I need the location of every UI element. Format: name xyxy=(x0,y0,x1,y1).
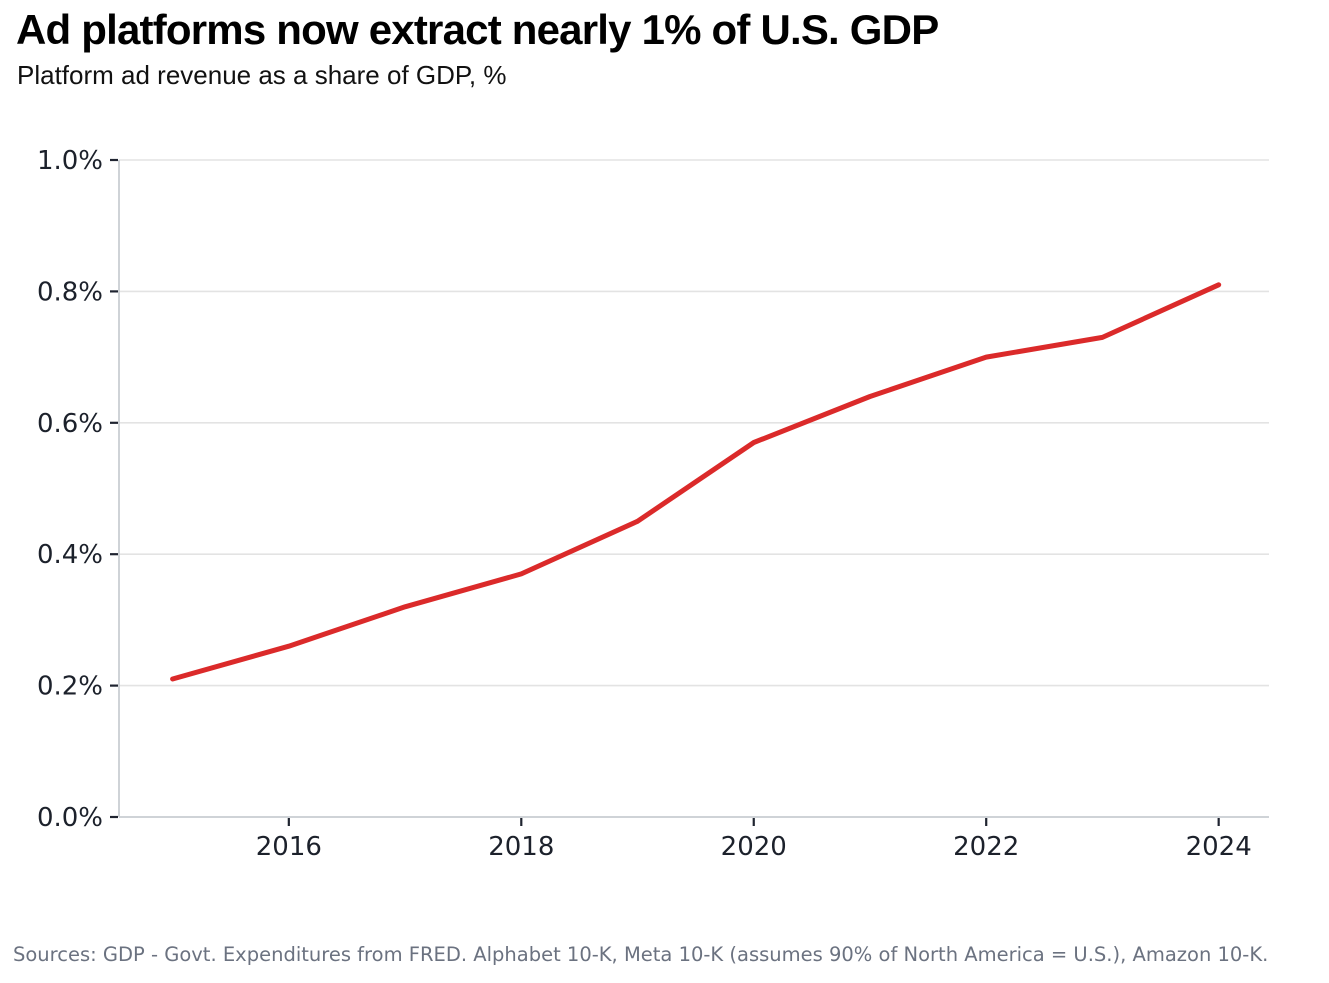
x-tick-label: 2020 xyxy=(721,832,787,862)
y-tick-label: 0.2% xyxy=(37,672,103,702)
y-tick-label: 0.6% xyxy=(37,409,103,439)
chart-subtitle: Platform ad revenue as a share of GDP, % xyxy=(17,60,507,90)
x-tick-label: 2016 xyxy=(256,832,322,862)
chart-title: Ad platforms now extract nearly 1% of U.… xyxy=(16,6,939,53)
x-tick-label: 2022 xyxy=(953,832,1019,862)
y-tick-label: 1.0% xyxy=(37,146,103,176)
y-tick-label: 0.8% xyxy=(37,277,103,307)
y-tick-label: 0.4% xyxy=(37,540,103,570)
x-tick-label: 2018 xyxy=(488,832,554,862)
sources-attribution: Sources: GDP - Govt. Expenditures from F… xyxy=(13,943,1269,966)
x-tick-label: 2024 xyxy=(1186,832,1252,862)
y-tick-label: 0.0% xyxy=(37,803,103,833)
data-line-platform-ad-revenue xyxy=(170,282,1222,682)
